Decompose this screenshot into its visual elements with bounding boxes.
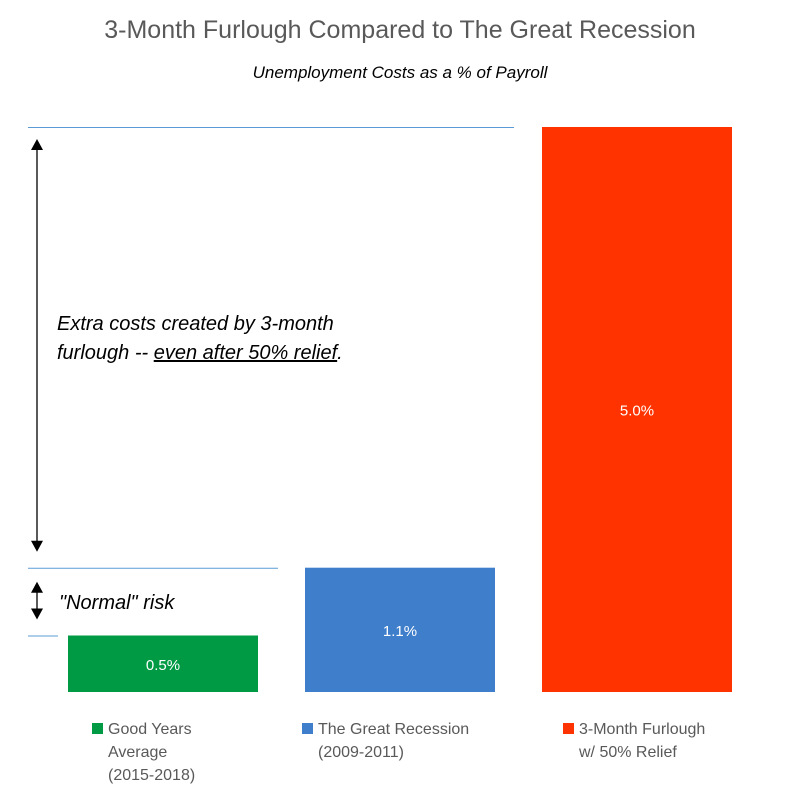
normal-risk-label: "Normal" risk bbox=[59, 592, 175, 614]
legend-swatch-blue bbox=[302, 723, 313, 734]
extra-costs-prefix: furlough -- bbox=[57, 342, 154, 364]
extra-costs-arrow bbox=[31, 139, 43, 552]
bars-layer bbox=[68, 127, 732, 692]
chart-title: 3-Month Furlough Compared to The Great R… bbox=[104, 16, 696, 44]
legend-label: w/ 50% Relief bbox=[579, 744, 677, 761]
bar-3 bbox=[542, 127, 732, 692]
data-labels-layer: 0.5% 1.1% 5.0% bbox=[146, 403, 654, 674]
legend-item-good-years: Good Years Average (2015-2018) bbox=[92, 718, 195, 787]
legend-label: 3-Month Furlough bbox=[579, 721, 706, 738]
normal-risk-arrow bbox=[31, 581, 43, 620]
data-label-2: 1.1% bbox=[383, 623, 417, 640]
legend-label: Good Years bbox=[108, 721, 192, 738]
legend-label: (2015-2018) bbox=[108, 767, 196, 784]
extra-costs-emphasis: even after 50% relief bbox=[153, 342, 338, 364]
legend-item-great-recession: The Great Recession (2009-2011) bbox=[302, 718, 469, 764]
chart-subtitle: Unemployment Costs as a % of Payroll bbox=[252, 63, 548, 82]
data-label-1: 0.5% bbox=[146, 657, 180, 674]
normal-risk-annotation: "Normal" risk bbox=[59, 589, 174, 618]
legend-label: (2009-2011) bbox=[318, 744, 404, 761]
extra-costs-line1: Extra costs created by 3-month bbox=[57, 313, 334, 335]
data-label-3: 5.0% bbox=[620, 403, 654, 420]
bar-2 bbox=[305, 567, 495, 692]
legend-item-furlough: 3-Month Furlough w/ 50% Relief bbox=[563, 718, 705, 764]
legend-label: The Great Recession bbox=[318, 721, 470, 738]
legend-swatch-green bbox=[92, 723, 103, 734]
extra-costs-annotation: Extra costs created by 3-month furlough … bbox=[57, 310, 343, 368]
reference-lines-layer bbox=[28, 127, 514, 637]
bar-1 bbox=[68, 635, 258, 692]
legend-label: Average bbox=[108, 744, 168, 761]
arrows-layer bbox=[31, 139, 43, 620]
legend-swatch-red bbox=[563, 723, 574, 734]
extra-costs-suffix: . bbox=[337, 342, 343, 364]
